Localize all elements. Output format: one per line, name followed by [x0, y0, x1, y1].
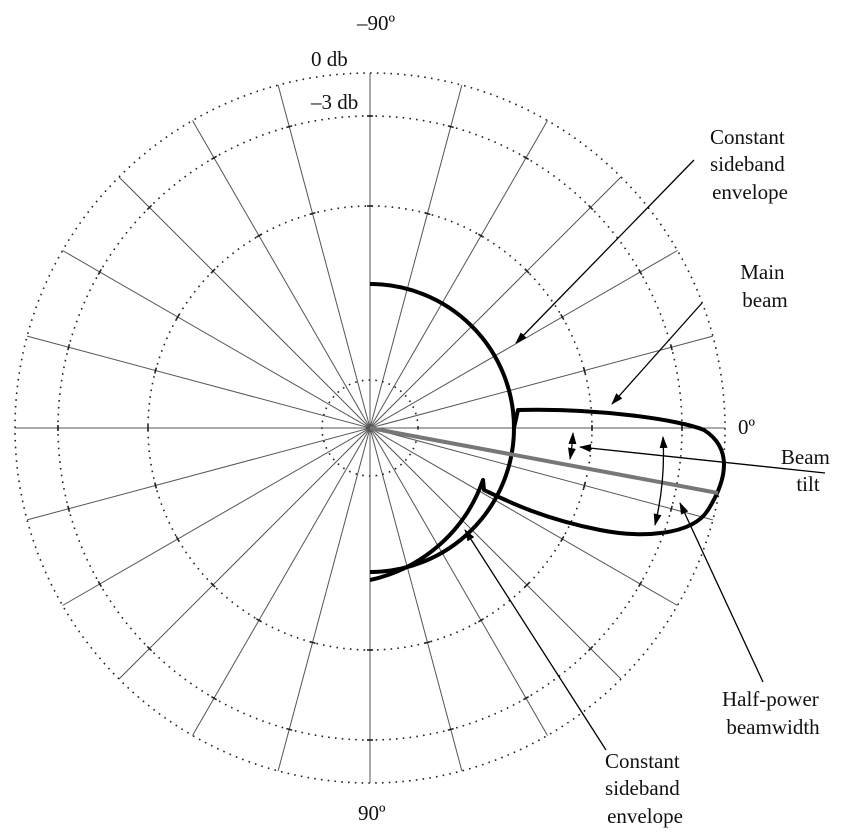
ring-tick	[97, 269, 102, 275]
ring-tick	[175, 536, 180, 542]
ring-tick	[560, 314, 565, 320]
ring-tick	[582, 367, 586, 374]
ring-tick	[638, 269, 643, 275]
ring-tick	[447, 125, 454, 129]
callout-half-power: Half-power beamwidth	[722, 687, 824, 739]
ring-tick	[582, 482, 586, 489]
angle-label-right: 0º	[738, 415, 756, 439]
ring-tick	[424, 640, 431, 644]
beam-tilt-arrow	[579, 444, 826, 474]
ring-tick	[478, 233, 484, 238]
radiation-pattern	[369, 282, 726, 582]
ring-tick	[210, 268, 216, 274]
ring-tick	[669, 505, 673, 512]
ring-tick	[587, 204, 594, 211]
ring-tick	[447, 727, 454, 731]
main-beam-arrow	[611, 302, 703, 405]
half-power-arrow	[679, 502, 764, 683]
ring-tick	[309, 640, 316, 644]
callout-envelope-upper: Constant sideband envelope	[710, 125, 790, 204]
ring-tick	[638, 581, 643, 587]
ring-tick	[587, 645, 594, 652]
callout-envelope-lower: Constant sideband envelope	[605, 749, 685, 828]
angle-label-bottom: 90º	[358, 801, 386, 825]
ring-tick	[286, 727, 293, 731]
callout-beam-tilt: Beam tilt	[781, 445, 835, 496]
ring-tick	[211, 696, 217, 701]
ring-tick	[309, 212, 316, 216]
ring-tick	[154, 482, 158, 489]
level-label-3db: –3 db	[310, 90, 358, 114]
ring-tick	[154, 367, 158, 374]
angle-label-top: –90º	[356, 11, 396, 35]
ring-tick	[256, 618, 262, 623]
ring-tick	[67, 505, 71, 512]
beam-tilt-line	[369, 426, 719, 495]
tilt-angle-arc	[568, 432, 577, 460]
ring-tick	[97, 581, 102, 587]
envelope-lower-arrow	[464, 529, 607, 751]
ring-tick	[669, 344, 673, 351]
ring-tick	[478, 618, 484, 623]
ring-tick	[256, 233, 262, 238]
ring-tick	[523, 696, 529, 701]
ring-tick	[560, 536, 565, 542]
ring-tick	[175, 314, 180, 320]
ring-tick	[524, 582, 530, 588]
ring-tick	[424, 212, 431, 216]
ring-tick	[286, 125, 293, 129]
ring-tick	[523, 155, 529, 160]
envelope-upper-arrow	[515, 159, 695, 344]
ring-tick-marks	[57, 115, 683, 741]
ring-tick	[524, 268, 530, 274]
ring-0db	[14, 72, 726, 784]
ring-tick	[67, 344, 71, 351]
callout-main-beam: Main beam	[740, 260, 790, 312]
level-label-0db: 0 db	[311, 47, 348, 71]
beamwidth-arc	[653, 436, 668, 526]
ring-tick	[211, 155, 217, 160]
ring-inner	[321, 379, 419, 477]
ring-tick	[146, 204, 153, 211]
ring-tick	[146, 645, 153, 652]
ring-tick	[210, 582, 216, 588]
